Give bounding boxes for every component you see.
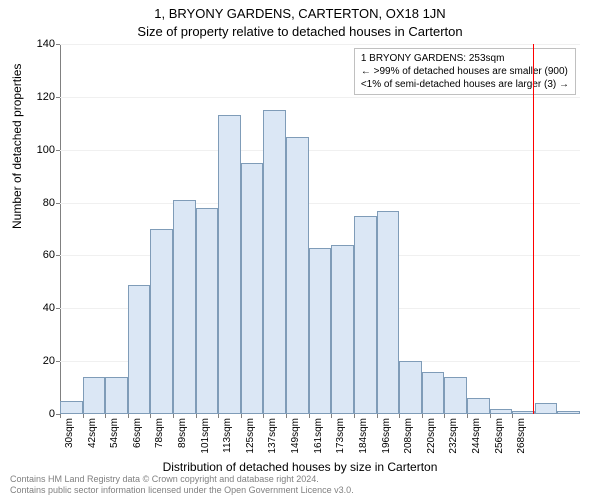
x-tick-mark [354, 414, 355, 418]
histogram-bar [512, 411, 535, 414]
x-tick-label: 137sqm [267, 418, 278, 454]
histogram-bar [354, 216, 377, 414]
chart-title-line1: 1, BRYONY GARDENS, CARTERTON, OX18 1JN [0, 6, 600, 21]
histogram-bar [399, 361, 422, 414]
info-line-1: 1 BRYONY GARDENS: 253sqm [361, 52, 569, 65]
histogram-bar [105, 377, 128, 414]
histogram-bar [422, 372, 445, 414]
y-tick-mark [56, 361, 60, 362]
x-tick-mark [263, 414, 264, 418]
x-tick-mark [467, 414, 468, 418]
x-tick-mark [128, 414, 129, 418]
x-tick-label: 161sqm [313, 418, 324, 454]
y-tick-label: 0 [15, 408, 55, 420]
x-tick-mark [196, 414, 197, 418]
x-axis-label: Distribution of detached houses by size … [0, 460, 600, 474]
y-tick-label: 80 [15, 197, 55, 209]
x-tick-mark [490, 414, 491, 418]
histogram-bar [218, 115, 241, 414]
x-tick-label: 196sqm [381, 418, 392, 454]
x-tick-label: 208sqm [403, 418, 414, 454]
x-tick-mark [512, 414, 513, 418]
histogram-bar [444, 377, 467, 414]
chart-container: 1, BRYONY GARDENS, CARTERTON, OX18 1JN S… [0, 0, 600, 500]
x-tick-label: 232sqm [448, 418, 459, 454]
y-axis-line [60, 44, 61, 414]
y-tick-label: 100 [15, 144, 55, 156]
x-tick-mark [399, 414, 400, 418]
histogram-bar [60, 401, 83, 414]
x-tick-mark [241, 414, 242, 418]
y-tick-mark [56, 150, 60, 151]
histogram-bar [557, 411, 580, 414]
grid-line [60, 44, 580, 45]
x-tick-label: 268sqm [516, 418, 527, 454]
y-tick-mark [56, 44, 60, 45]
plot-area: 1 BRYONY GARDENS: 253sqm ← >99% of detac… [60, 44, 580, 414]
x-tick-label: 184sqm [358, 418, 369, 454]
y-tick-label: 60 [15, 249, 55, 261]
histogram-bar [128, 285, 151, 415]
x-tick-label: 220sqm [426, 418, 437, 454]
grid-line [60, 97, 580, 98]
histogram-bar [331, 245, 354, 414]
histogram-bar [241, 163, 264, 414]
histogram-bar [467, 398, 490, 414]
x-tick-mark [377, 414, 378, 418]
x-tick-label: 54sqm [109, 418, 120, 448]
histogram-bar [535, 403, 558, 414]
x-tick-mark [286, 414, 287, 418]
info-box: 1 BRYONY GARDENS: 253sqm ← >99% of detac… [354, 48, 576, 95]
histogram-bar [196, 208, 219, 414]
x-tick-label: 113sqm [222, 418, 233, 453]
y-tick-label: 20 [15, 355, 55, 367]
x-tick-label: 173sqm [335, 418, 346, 454]
footer-line-2: Contains public sector information licen… [10, 485, 590, 496]
histogram-bar [309, 248, 332, 415]
x-tick-label: 66sqm [132, 418, 143, 448]
x-tick-label: 30sqm [64, 418, 75, 448]
x-tick-mark [218, 414, 219, 418]
y-tick-label: 140 [15, 38, 55, 50]
x-tick-label: 256sqm [494, 418, 505, 454]
x-tick-mark [444, 414, 445, 418]
y-tick-label: 40 [15, 302, 55, 314]
x-tick-mark [422, 414, 423, 418]
info-line-2: ← >99% of detached houses are smaller (9… [361, 65, 569, 78]
x-tick-label: 89sqm [177, 418, 188, 448]
histogram-bar [173, 200, 196, 414]
x-tick-label: 78sqm [154, 418, 165, 448]
x-tick-mark [60, 414, 61, 418]
y-tick-mark [56, 97, 60, 98]
x-tick-mark [150, 414, 151, 418]
histogram-bar [263, 110, 286, 414]
info-line-3: <1% of semi-detached houses are larger (… [361, 78, 569, 91]
y-tick-mark [56, 255, 60, 256]
x-tick-label: 125sqm [245, 418, 256, 454]
histogram-bar [377, 211, 400, 415]
footer-line-1: Contains HM Land Registry data © Crown c… [10, 474, 590, 485]
histogram-bar [286, 137, 309, 415]
chart-title-line2: Size of property relative to detached ho… [0, 24, 600, 39]
x-tick-label: 42sqm [87, 418, 98, 448]
x-tick-mark [331, 414, 332, 418]
x-tick-mark [105, 414, 106, 418]
x-tick-mark [173, 414, 174, 418]
histogram-bar [83, 377, 106, 414]
x-tick-label: 101sqm [200, 418, 211, 454]
x-tick-label: 149sqm [290, 418, 301, 454]
x-tick-label: 244sqm [471, 418, 482, 454]
histogram-bar [150, 229, 173, 414]
property-marker-line [533, 44, 534, 414]
x-tick-mark [309, 414, 310, 418]
histogram-bar [490, 409, 513, 414]
y-tick-mark [56, 308, 60, 309]
grid-line [60, 150, 580, 151]
y-tick-label: 120 [15, 91, 55, 103]
footer-attribution: Contains HM Land Registry data © Crown c… [10, 474, 590, 496]
x-tick-mark [83, 414, 84, 418]
grid-line [60, 203, 580, 204]
y-tick-mark [56, 203, 60, 204]
